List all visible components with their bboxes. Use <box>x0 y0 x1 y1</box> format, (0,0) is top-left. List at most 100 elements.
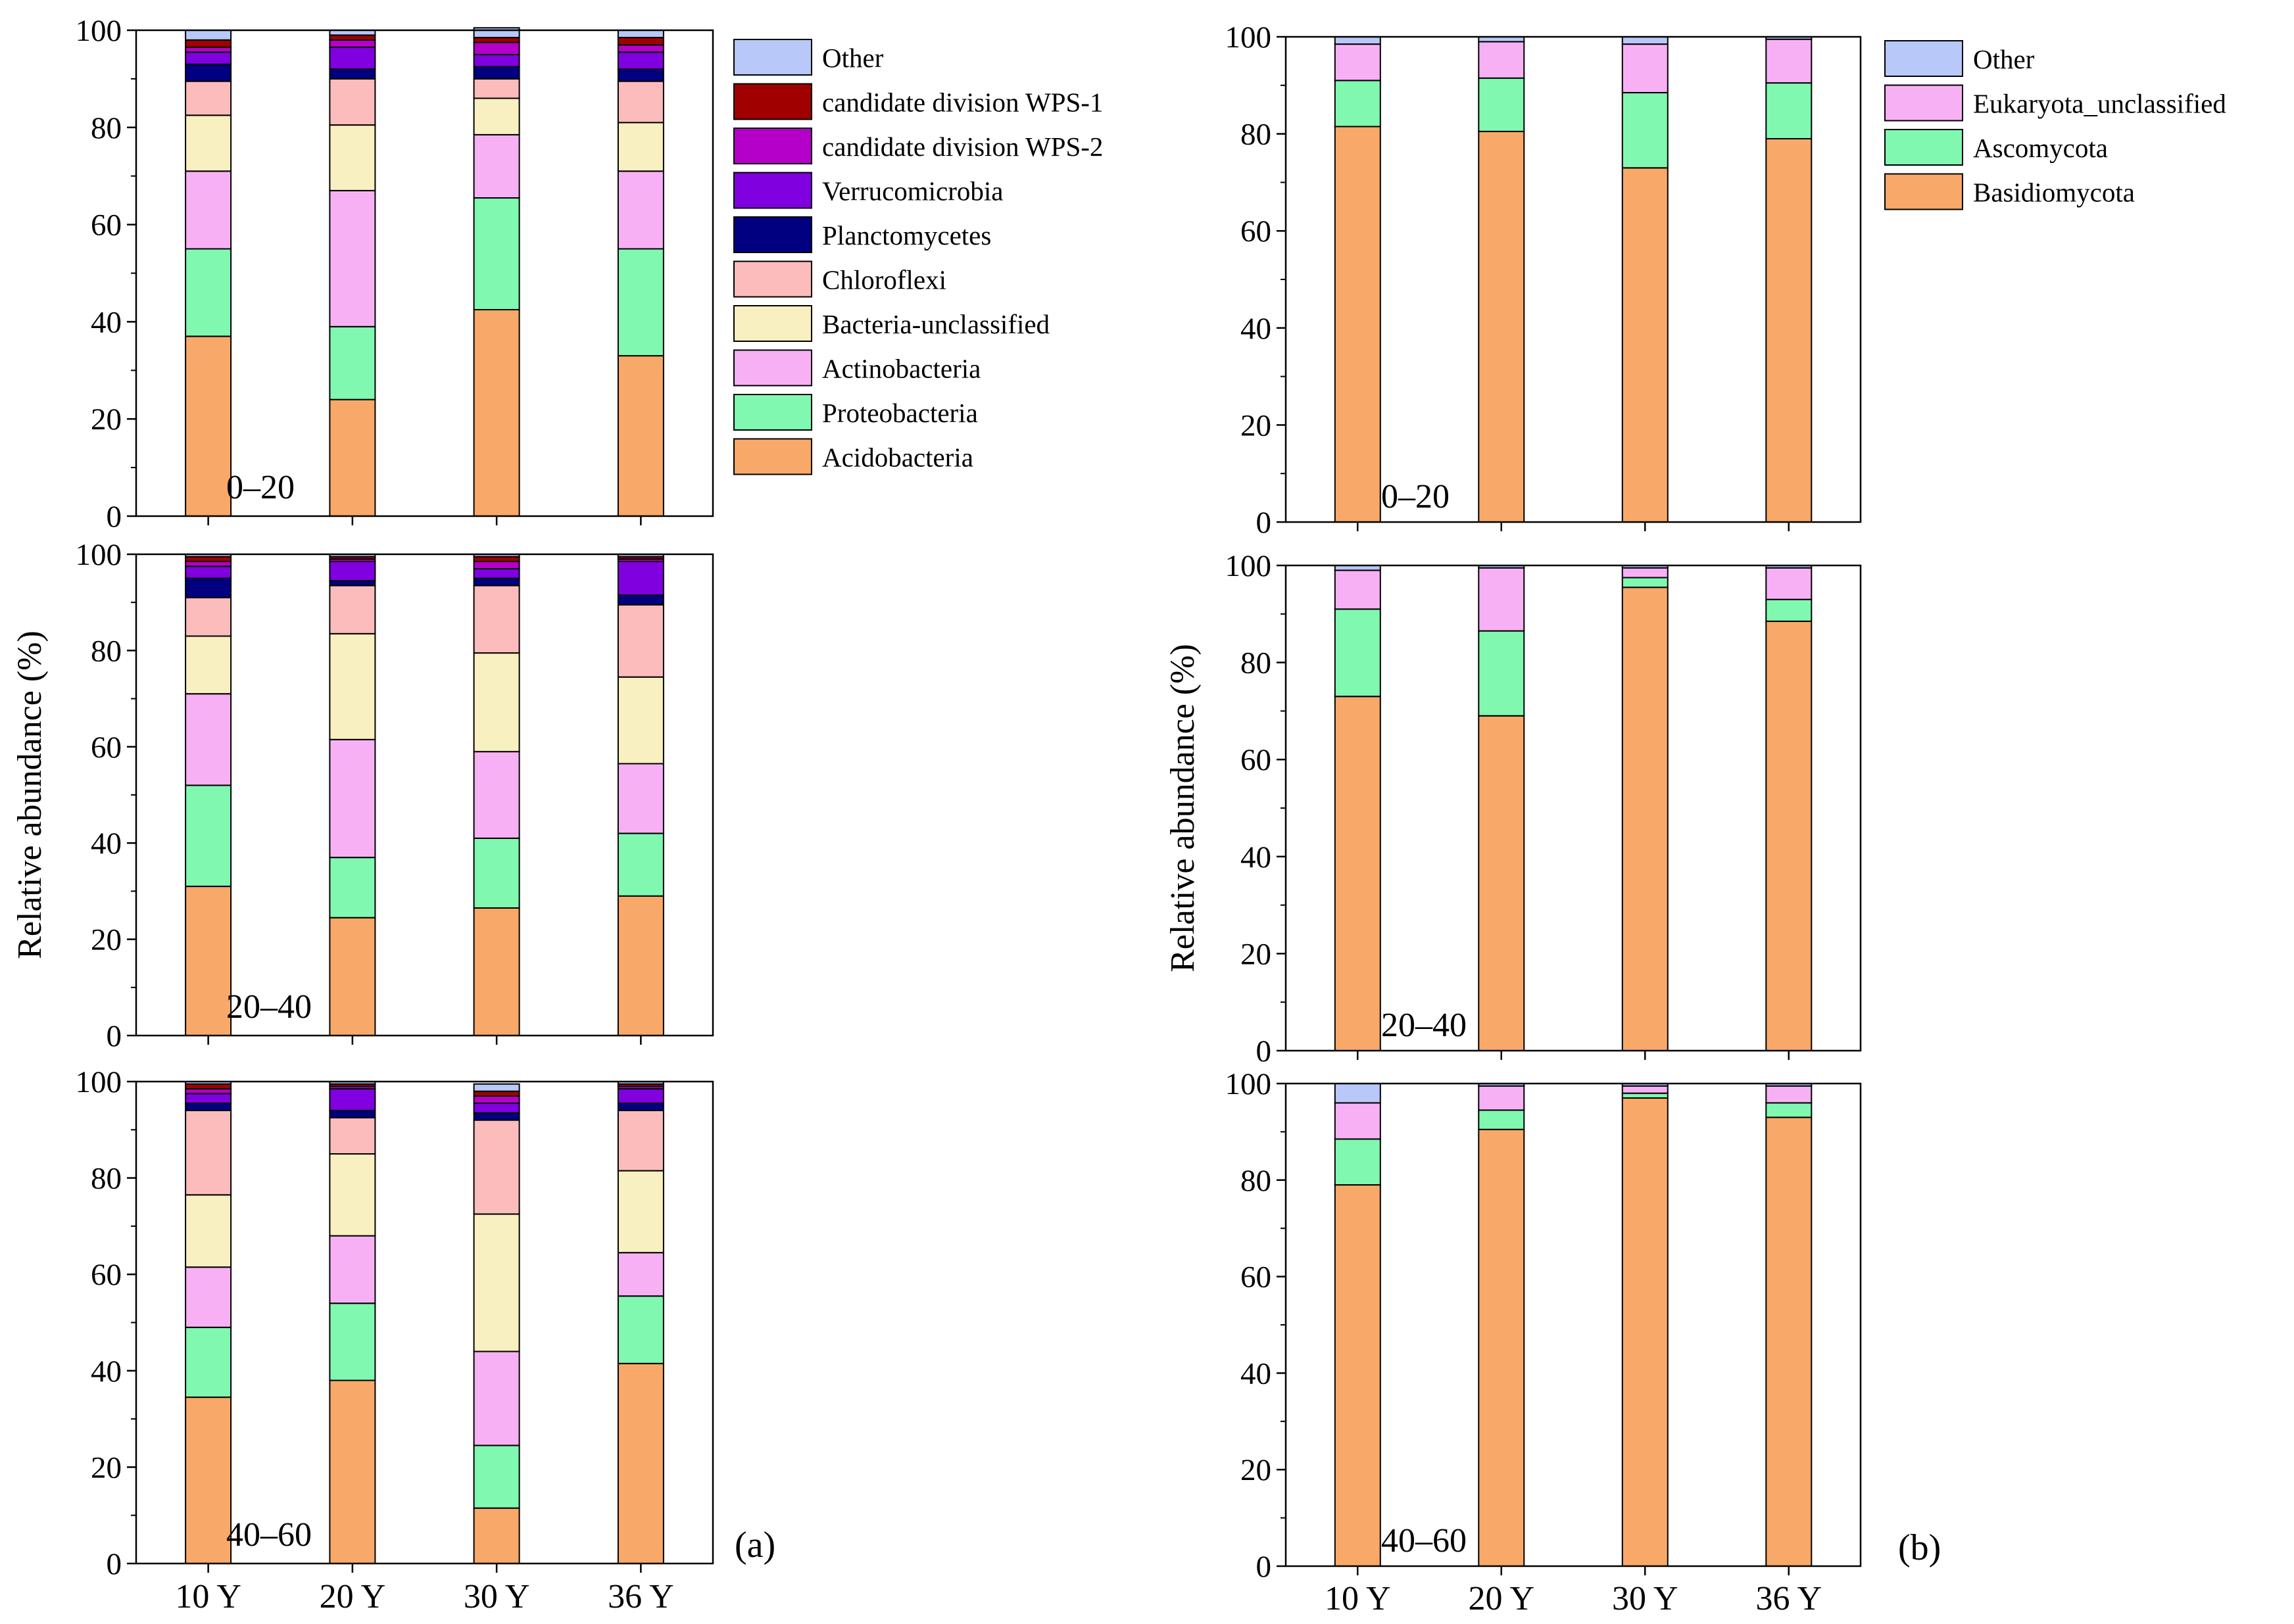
y-tick-label: 60 <box>1240 1260 1271 1295</box>
bar-segment-other <box>1334 1083 1381 1104</box>
y-tick-label: 20 <box>1240 1453 1271 1487</box>
y-tick-label: 60 <box>91 208 122 243</box>
bar-segment-candidate-division-wps-2 <box>185 561 232 567</box>
y-tick-label: 40 <box>1240 840 1271 874</box>
y-tick-label: 20 <box>91 1450 122 1485</box>
bar-segment-acidobacteria <box>617 895 664 1036</box>
legend-label: Chloroflexi <box>822 265 946 295</box>
bar-segment-bacteria-unclassified <box>329 124 376 191</box>
bar-segment-ascomycota <box>1765 82 1813 139</box>
bar-segment-verrucomicrobia <box>185 51 232 65</box>
legend-swatch <box>1884 84 1963 122</box>
bar-segment-verrucomicrobia <box>617 561 664 596</box>
panel-a-1: 0 20 40 60 80 100 20–40 <box>76 538 714 1053</box>
bar-segment-basidiomycota <box>1765 620 1813 1051</box>
bar-segment-actinobacteria <box>617 763 664 834</box>
bar-segment-candidate-division-wps-2 <box>473 41 520 55</box>
y-tick-label: 60 <box>1240 214 1271 249</box>
bar-segment-planctomycetes <box>617 594 664 606</box>
bar-segment-bacteria-unclassified <box>473 652 520 753</box>
legend-swatch <box>1884 173 1963 210</box>
bar-segment-basidiomycota <box>1765 1116 1813 1567</box>
legend-label: Other <box>1973 44 2035 74</box>
bar-segment-actinobacteria <box>473 1350 520 1446</box>
bar-segment-chloroflexi <box>617 604 664 678</box>
legend-swatch <box>733 128 812 164</box>
bar-segment-basidiomycota <box>1765 138 1813 523</box>
bar-segment-proteobacteria <box>617 248 664 357</box>
bar-segment-other <box>185 30 232 41</box>
bar-segment-chloroflexi <box>473 1119 520 1215</box>
bar-segment-planctomycetes <box>329 580 376 586</box>
y-tick-label: 100 <box>76 538 122 572</box>
y-tick-label: 80 <box>1240 646 1271 681</box>
y-tick-label: 40 <box>91 305 122 339</box>
bar-segment-actinobacteria <box>473 751 520 839</box>
bar-segment-chloroflexi <box>617 80 664 124</box>
y-tick-label: 100 <box>1225 20 1272 55</box>
bar-segment-eukaryota-unclassified <box>1765 1085 1813 1104</box>
x-category-label: 36 Y <box>1755 1580 1822 1617</box>
x-category-label: 10 Y <box>1325 1580 1391 1617</box>
legend-swatch <box>733 260 812 298</box>
y-tick-label: 80 <box>1240 1164 1271 1198</box>
bar-segment-acidobacteria <box>473 308 520 517</box>
bar-segment-verrucomicrobia <box>185 565 232 579</box>
bar-segment-candidate-division-wps-1 <box>185 39 232 48</box>
bar-segment-bacteria-unclassified <box>329 1153 376 1237</box>
bar-segment-acidobacteria <box>473 1507 520 1564</box>
y-tick-label: 20 <box>91 923 122 957</box>
bar-segment-chloroflexi <box>329 78 376 126</box>
bar-segment-actinobacteria <box>617 170 664 250</box>
bar-segment-actinobacteria <box>473 133 520 199</box>
bar-segment-planctomycetes <box>473 1112 520 1121</box>
bar-segment-bacteria-unclassified <box>617 122 664 172</box>
panel-a-2: 0 20 40 60 80 100 40–60 <box>76 1065 714 1581</box>
panel-b-1: 0 20 40 60 80 100 20–40 <box>1225 549 1862 1068</box>
bar-segment-bacteria-unclassified <box>185 635 232 695</box>
bar-segment-acidobacteria <box>329 917 376 1036</box>
depth-label: 20–40 <box>1381 1007 1467 1044</box>
legend-label: Other <box>822 43 884 73</box>
legend-label: Verrucomicrobia <box>822 176 1004 206</box>
bar-segment-eukaryota-unclassified <box>1621 567 1669 579</box>
y-tick-label: 80 <box>91 111 122 145</box>
bar-segment-eukaryota-unclassified <box>1621 1085 1669 1094</box>
bar-segment-candidate-division-wps-2 <box>473 561 520 569</box>
legend-label: Proteobacteria <box>822 398 978 428</box>
bar-segment-bacteria-unclassified <box>473 97 520 135</box>
bar-segment-acidobacteria <box>185 335 232 517</box>
bar-segment-planctomycetes <box>473 66 520 80</box>
y-tick-label: 40 <box>1240 1356 1271 1391</box>
legend-swatch <box>733 83 812 120</box>
bar-segment-bacteria-unclassified <box>185 114 232 172</box>
legend-label: Eukaryota_unclassified <box>1973 89 2226 119</box>
bar-segment-ascomycota <box>1621 1092 1669 1099</box>
bar-segment-actinobacteria <box>185 1266 232 1328</box>
y-tick-label: 80 <box>1240 118 1271 152</box>
bar-segment-other <box>473 27 520 39</box>
y-axis-title: Relative abundance (%) <box>1164 644 1202 972</box>
bar-segment-ascomycota <box>1478 77 1525 132</box>
legend-swatch <box>733 172 812 209</box>
bar-segment-verrucomicrobia <box>329 46 376 70</box>
bar-segment-candidate-division-wps-1 <box>329 34 376 41</box>
x-category-label: 30 Y <box>464 1578 530 1615</box>
x-category-label: 20 Y <box>1468 1580 1534 1617</box>
bar-segment-verrucomicrobia <box>185 1093 232 1105</box>
bar-segment-verrucomicrobia <box>617 1088 664 1104</box>
legend-swatch <box>733 438 812 475</box>
bar-segment-ascomycota <box>1478 630 1525 717</box>
bar-segment-candidate-division-wps-1 <box>185 1083 232 1089</box>
legend-swatch <box>733 216 812 253</box>
y-tick-label: 60 <box>91 1258 122 1292</box>
bar-segment-candidate-division-wps-1 <box>473 1090 520 1097</box>
y-tick-label: 40 <box>91 826 122 861</box>
depth-label: 40–60 <box>226 1516 312 1554</box>
bar-segment-planctomycetes <box>185 577 232 598</box>
bar-segment-basidiomycota <box>1334 696 1381 1052</box>
bar-segment-proteobacteria <box>617 832 664 897</box>
bar-segment-verrucomicrobia <box>329 561 376 582</box>
chart-b: 0 20 40 60 80 100 0–20 0 20 40 60 80 100 20–40 0 20 40 60… <box>1164 20 2226 1617</box>
legend-label: candidate division WPS-2 <box>822 131 1103 162</box>
